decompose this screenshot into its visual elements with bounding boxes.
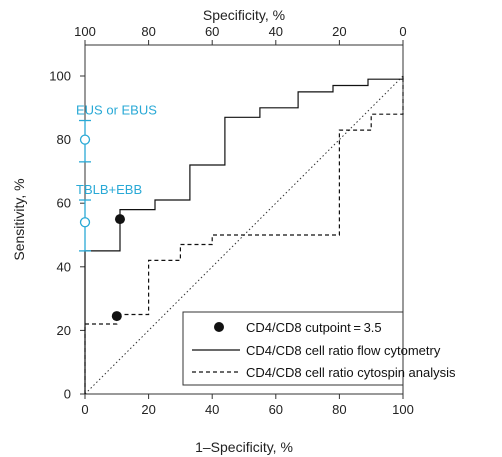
legend-cytospin-label: CD4/CD8 cell ratio cytospin analysis bbox=[246, 365, 456, 380]
y-tick-label: 20 bbox=[57, 323, 71, 338]
x-axis-title: 1–Specificity, % bbox=[195, 439, 293, 455]
annotation-label: EUS or EBUS bbox=[76, 103, 157, 118]
top-tick-label: 100 bbox=[74, 24, 96, 39]
top-tick-label: 0 bbox=[399, 24, 406, 39]
legend-cutpoint-marker bbox=[214, 322, 224, 332]
cutpoint-marker bbox=[111, 311, 122, 322]
y-tick-label: 80 bbox=[57, 132, 71, 147]
y-tick-label: 40 bbox=[57, 259, 71, 274]
y-tick-label: 60 bbox=[57, 196, 71, 211]
top-tick-label: 80 bbox=[141, 24, 155, 39]
y-axis-title: Sensitivity, % bbox=[11, 178, 27, 260]
x-tick-label: 80 bbox=[332, 402, 346, 417]
x-tick-label: 20 bbox=[141, 402, 155, 417]
x-tick-label: 0 bbox=[81, 402, 88, 417]
top-tick-label: 60 bbox=[205, 24, 219, 39]
annotation-point bbox=[79, 217, 91, 228]
cutpoint-marker bbox=[114, 214, 125, 225]
legend-flow-label: CD4/CD8 cell ratio flow cytometry bbox=[246, 343, 441, 358]
annotation-point bbox=[79, 134, 91, 145]
top-axis-title: Specificity, % bbox=[203, 7, 285, 23]
annotation-label: TBLB+EBB bbox=[76, 182, 142, 197]
x-tick-label: 40 bbox=[205, 402, 219, 417]
legend-cutpoint-label: CD4/CD8 cutpoint = 3.5 bbox=[246, 320, 382, 335]
x-tick-label: 100 bbox=[392, 402, 414, 417]
x-tick-label: 60 bbox=[269, 402, 283, 417]
flow-cytometry-roc-line bbox=[84, 76, 404, 394]
y-tick-label: 100 bbox=[49, 69, 71, 84]
y-tick-label: 0 bbox=[64, 387, 71, 402]
top-tick-label: 40 bbox=[269, 24, 283, 39]
top-tick-label: 20 bbox=[332, 24, 346, 39]
